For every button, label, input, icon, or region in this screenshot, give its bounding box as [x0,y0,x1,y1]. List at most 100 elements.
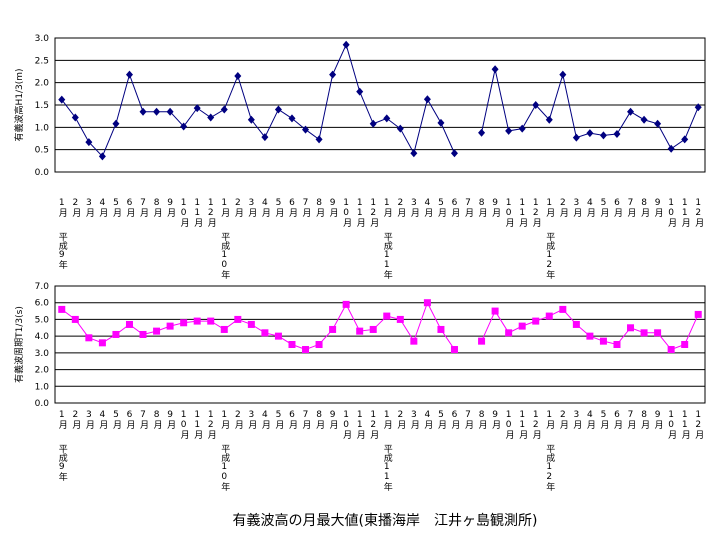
x-tick-label: 2月 [233,198,244,218]
x-tick-label: 5月 [598,198,609,218]
marker [613,130,621,139]
x-tick-label: 4月 [422,198,433,218]
year-label: 平成12年 [544,444,555,492]
y-tick-label: 0.0 [35,399,50,409]
marker [450,149,458,158]
x-tick-label: 11月 [192,198,203,228]
x-tick-label: 3月 [246,198,257,218]
marker [518,124,526,133]
x-tick-label: 12月 [206,198,217,228]
marker [125,70,133,79]
x-tick-label: 9月 [653,410,664,430]
marker [85,138,93,147]
marker [261,133,269,142]
marker [383,114,391,123]
x-tick-label: 2月 [70,198,81,218]
x-tick-label: 9月 [328,410,339,430]
marker [98,152,106,161]
year-label: 平成10年 [219,444,230,492]
marker [71,315,79,323]
marker [288,114,296,123]
marker [139,330,147,338]
marker [599,337,607,345]
x-tick-label: 4月 [260,198,271,218]
x-tick-label: 3月 [246,410,257,430]
x-tick-label: 9月 [165,198,176,218]
marker [139,107,147,116]
marker [681,135,689,144]
x-tick-label: 2月 [558,410,569,430]
marker [207,317,215,325]
x-tick-label: 11月 [517,410,528,440]
x-tick-label: 1月 [382,198,393,218]
y-tick-label: 2.5 [35,56,49,66]
marker [302,125,310,134]
x-tick-label: 5月 [273,410,284,430]
x-tick-label: 6月 [612,198,623,218]
marker [423,95,431,104]
x-tick-label: 3月 [571,198,582,218]
marker [112,119,120,128]
x-tick-label: 9月 [490,198,501,218]
x-tick-label: 4月 [97,410,108,430]
year-label: 平成11年 [382,232,393,280]
marker [125,320,133,328]
marker [112,330,120,338]
x-tick-label: 3月 [409,410,420,430]
marker [518,322,526,330]
marker [545,312,553,320]
x-tick-label: 8月 [314,198,325,218]
marker [559,70,567,79]
x-tick-label: 12月 [531,410,542,440]
year-label: 平成11年 [382,444,393,492]
marker [667,144,675,153]
marker [329,325,337,333]
x-tick-label: 10月 [179,410,190,440]
x-tick-label: 12月 [531,198,542,228]
year-label: 平成9年 [57,232,67,270]
marker [356,327,364,335]
y-tick-label: 2.0 [35,79,50,89]
marker [315,341,323,348]
marker [329,70,337,79]
x-tick-label: 8月 [639,410,650,430]
marker [247,115,255,124]
marker [180,122,188,131]
marker [58,305,66,313]
x-tick-label: 1月 [544,410,555,430]
marker [627,324,635,332]
y-tick-label: 4.0 [35,332,50,342]
marker [85,334,93,342]
marker [450,346,458,354]
marker [437,325,445,333]
x-tick-label: 1月 [57,410,67,430]
x-tick-label: 5月 [598,410,609,430]
marker [437,118,445,127]
x-tick-label: 12月 [206,410,217,440]
x-tick-label: 8月 [639,198,650,218]
x-tick-label: 5月 [111,198,122,218]
y-tick-label: 1.0 [35,123,50,133]
marker [288,341,296,348]
marker [396,315,404,323]
year-label: 平成12年 [544,232,555,280]
marker [681,341,689,348]
marker [342,300,350,308]
marker [572,320,580,328]
marker [667,346,675,354]
marker [694,310,702,318]
marker [220,105,228,114]
x-tick-label: 8月 [314,410,325,430]
x-tick-label: 6月 [124,198,135,218]
marker [98,339,106,347]
x-tick-label: 10月 [341,198,352,228]
marker [315,135,323,144]
x-tick-label: 12月 [368,198,379,228]
marker [153,107,161,116]
x-tick-label: 10月 [666,410,677,440]
y-tick-label: 0.0 [35,168,50,178]
x-tick-label: 4月 [585,410,596,430]
x-tick-label: 2月 [233,410,244,430]
marker [545,115,553,124]
